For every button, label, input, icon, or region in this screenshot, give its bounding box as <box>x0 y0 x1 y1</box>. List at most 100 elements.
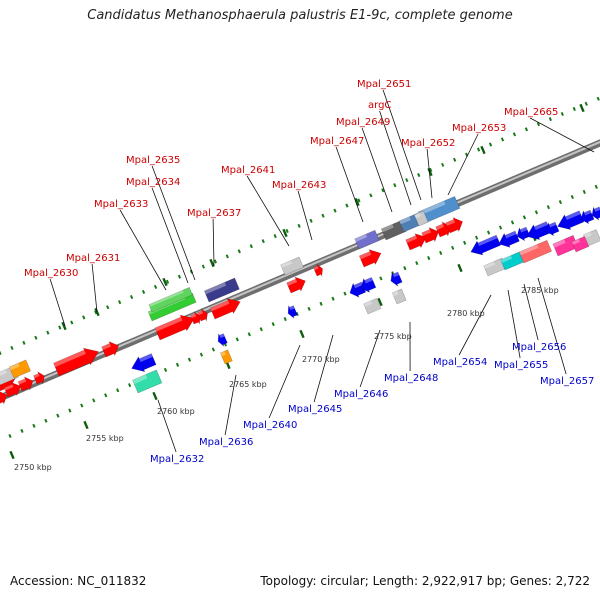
upper-tick-mark <box>129 295 134 300</box>
lower-tick-mark <box>486 230 491 235</box>
reverse-gene-arrow-highlight <box>504 231 517 239</box>
lower-tick-mark <box>92 398 96 403</box>
lower-tick-mark <box>570 194 574 200</box>
forward-gene-box <box>148 287 193 313</box>
forward-gene-label: Mpal_2653 <box>452 123 506 134</box>
lower-tick-mark <box>558 200 562 205</box>
upper-tick-mark <box>321 213 325 218</box>
upper-tick-mark <box>106 305 110 310</box>
upper-tick-mark <box>261 239 265 244</box>
forward-gene-arrow-highlight <box>4 384 14 391</box>
reverse-label-leader <box>537 277 567 375</box>
lower-tick-mark <box>283 317 287 322</box>
upper-tick-mark <box>82 315 86 320</box>
reverse-gene-label: Mpal_2648 <box>384 373 438 384</box>
upper-tick-mark <box>381 188 385 193</box>
upper-tick-mark <box>309 218 313 223</box>
reverse-gene-box-shape <box>391 288 407 305</box>
forward-gene-arrow <box>17 376 34 392</box>
forward-gene-arrow <box>154 314 195 341</box>
forward-gene-arrow <box>313 263 323 278</box>
forward-label-leader <box>447 133 479 196</box>
forward-label-leader <box>361 127 393 213</box>
reverse-gene-box <box>500 251 524 271</box>
reverse-gene-arrow-shape <box>131 353 157 373</box>
reverse-gene-arrow-highlight <box>520 227 528 233</box>
reverse-gene-arrow <box>580 209 595 225</box>
reverse-gene-box-highlight <box>519 244 539 256</box>
reverse-gene-arrow-shape <box>545 221 560 237</box>
upper-tick-mark <box>153 284 158 289</box>
forward-gene-label: Mpal_2637 <box>187 208 241 219</box>
lower-tick-mark <box>259 327 263 332</box>
forward-gene-arrow-shape <box>209 298 241 320</box>
forward-label-leader <box>49 278 66 327</box>
major-tick <box>480 145 486 155</box>
forward-label-leader <box>529 117 595 153</box>
forward-label-leader <box>382 89 422 201</box>
reverse-gene-arrow-shape <box>526 221 552 241</box>
lower-tick-mark <box>463 240 467 245</box>
upper-tick-mark <box>46 330 50 335</box>
reverse-gene-box-shape <box>518 239 553 264</box>
upper-tick-mark <box>453 157 457 162</box>
major-tick <box>377 297 383 307</box>
forward-gene-arrow-shape <box>358 249 382 268</box>
reverse-gene-arrow <box>591 206 600 221</box>
forward-gene-arrow-highlight <box>53 350 86 367</box>
upper-tick-mark <box>572 106 576 111</box>
forward-gene-arrow-shape <box>0 390 8 406</box>
scale-label: 2760 kbp <box>157 407 195 416</box>
reverse-gene-arrow <box>390 271 403 287</box>
reverse-label-leader <box>523 283 539 341</box>
major-tick <box>457 263 463 273</box>
reverse-gene-label: Mpal_2646 <box>334 389 388 400</box>
forward-gene-arrow-highlight <box>286 279 298 286</box>
upper-tick-mark <box>273 234 277 239</box>
forward-gene-label: Mpal_2635 <box>126 155 180 166</box>
genome-summary-text: Topology: circular; Length: 2,922,917 bp… <box>260 574 590 588</box>
forward-gene-arrow-shape <box>3 381 22 398</box>
upper-tick-mark <box>369 193 373 198</box>
upper-tick-mark <box>405 178 409 183</box>
reverse-gene-arrow <box>287 305 298 319</box>
forward-gene-arrow-shape <box>197 308 208 322</box>
lower-tick-mark <box>439 250 443 255</box>
forward-gene-box-highlight <box>0 369 7 378</box>
reverse-label-leader <box>458 294 492 356</box>
forward-label-leader <box>91 263 98 313</box>
upper-tick-mark <box>429 167 433 172</box>
reverse-gene-arrow <box>217 333 228 347</box>
reverse-gene-arrow-highlight <box>139 353 153 363</box>
upper-tick-mark <box>333 208 337 213</box>
upper-tick-mark <box>201 264 206 269</box>
reverse-gene-arrow <box>131 353 157 373</box>
forward-gene-box-highlight <box>354 234 368 242</box>
reverse-gene-box-highlight <box>392 290 399 297</box>
lower-tick-mark <box>319 301 323 306</box>
lower-tick-mark <box>199 352 204 357</box>
reverse-gene-arrow-highlight <box>565 210 581 221</box>
reverse-gene-arrow-highlight <box>584 210 592 216</box>
reverse-gene-box-shape <box>552 235 579 257</box>
lower-tick-mark <box>474 235 479 240</box>
forward-gene-label: Mpal_2651 <box>357 79 411 90</box>
major-tick <box>209 258 215 268</box>
forward-gene-box-shape <box>148 287 193 313</box>
map-title: Candidatus Methanosphaerula palustris E1… <box>87 8 513 23</box>
reverse-gene-box-highlight <box>571 238 581 245</box>
reverse-gene-box <box>483 257 507 277</box>
reverse-gene-arrow-shape <box>287 305 298 319</box>
reverse-gene-arrow-shape <box>217 333 228 347</box>
reverse-gene-label: Mpal_2655 <box>494 360 548 371</box>
reverse-label-leader <box>157 399 177 453</box>
lower-tick-mark <box>582 189 586 194</box>
forward-label-leader <box>246 175 290 247</box>
forward-gene-box-shape <box>203 277 240 303</box>
upper-tick-mark <box>249 244 253 249</box>
forward-gene-label: Mpal_2647 <box>310 136 364 147</box>
forward-gene-label: Mpal_2641 <box>221 165 275 176</box>
reverse-gene-arrow <box>470 234 502 256</box>
forward-gene-arrow-highlight <box>435 223 445 230</box>
reverse-gene-box-highlight <box>583 231 592 239</box>
